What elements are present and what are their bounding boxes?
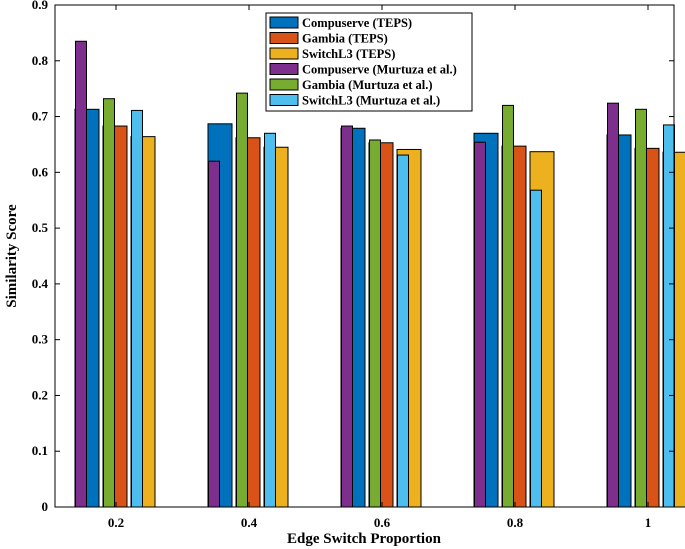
- y-tick-label: 0.3: [32, 332, 49, 347]
- legend-swatch: [269, 16, 299, 29]
- x-ticks: 0.2 0.4 0.6 0.8 1: [108, 5, 651, 530]
- legend-entry: SwitchL3 (TEPS): [302, 47, 395, 61]
- legend-swatch: [269, 94, 299, 106]
- bar-compuserve-murtuza-et-al--0.8: [474, 141, 486, 508]
- bar-switchl3-murtuza-et-al--1: [663, 124, 675, 508]
- x-tick-label: 0.2: [108, 515, 124, 530]
- bar-compuserve-murtuza-et-al--1: [607, 102, 619, 508]
- y-tick-label: 0.4: [32, 276, 49, 291]
- y-ticks: 0 0.1 0.2 0.3 0.4 0.5 0.6 0.7 0.8 0.9: [32, 0, 674, 514]
- axes-layer: [54, 4, 675, 508]
- y-tick-label: 0.8: [32, 53, 49, 68]
- y-tick-label: 0.7: [32, 109, 49, 124]
- x-axis-label: Edge Switch Proportion: [287, 531, 442, 547]
- y-tick-label: 0: [42, 499, 49, 514]
- bar-compuserve-murtuza-et-al--0.6: [341, 125, 353, 508]
- y-tick-label: 0.9: [32, 0, 49, 12]
- legend-swatch: [269, 63, 299, 75]
- y-axis-label: Similarity Score: [4, 204, 20, 308]
- y-tick-label: 0.2: [32, 387, 48, 402]
- bar-gambia-murtuza-et-al--0.2: [103, 98, 115, 508]
- x-tick-label: 1: [645, 515, 652, 530]
- bar-switchl3-murtuza-et-al--0.8: [530, 189, 542, 508]
- y-tick-label: 0.5: [32, 220, 49, 235]
- legend-swatch: [269, 78, 299, 91]
- legend-entry: SwitchL3 (Murtuza et al.): [302, 94, 440, 108]
- legend-entry: Compuserve (Murtuza et al.): [302, 63, 457, 77]
- bar-compuserve-murtuza-et-al--0.4: [208, 160, 220, 508]
- x-tick-label: 0.8: [507, 515, 524, 530]
- x-tick-label: 0.4: [241, 515, 258, 530]
- x-tick-label: 0.6: [374, 515, 391, 530]
- plot-frame: [54, 4, 675, 508]
- legend-swatch: [269, 32, 299, 44]
- bar-gambia-murtuza-et-al--0.4: [236, 92, 248, 508]
- bar-gambia-murtuza-et-al--1: [635, 108, 647, 508]
- y-tick-label: 0.6: [32, 164, 49, 179]
- legend: Compuserve (TEPS)Gambia (TEPS)SwitchL3 (…: [265, 12, 473, 112]
- bar-switchl3-murtuza-et-al--0.2: [131, 109, 143, 508]
- legend-box: [265, 12, 473, 112]
- bar-gambia-murtuza-et-al--0.6: [369, 139, 381, 508]
- legend-swatch: [269, 47, 299, 60]
- legend-entry: Compuserve (TEPS): [302, 16, 412, 30]
- y-tick-label: 0.1: [32, 443, 48, 458]
- bar-gambia-murtuza-et-al--0.8: [502, 104, 514, 508]
- legend-entry: Gambia (TEPS): [302, 32, 388, 46]
- bar-switchl3-murtuza-et-al--0.4: [264, 132, 276, 508]
- bar-compuserve-murtuza-et-al--0.2: [75, 40, 87, 508]
- legend-entry: Gambia (Murtuza et al.): [302, 78, 433, 92]
- bar-switchl3-murtuza-et-al--0.6: [397, 154, 409, 508]
